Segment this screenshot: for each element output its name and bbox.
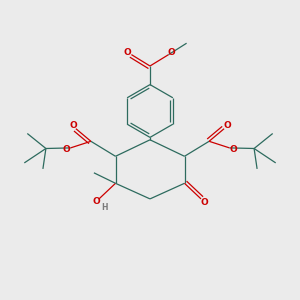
Text: O: O (200, 198, 208, 207)
Text: O: O (63, 145, 70, 154)
Text: O: O (124, 48, 131, 57)
Text: O: O (69, 121, 77, 130)
Text: O: O (223, 121, 231, 130)
Text: O: O (230, 145, 237, 154)
Text: O: O (168, 48, 176, 57)
Text: H: H (102, 202, 108, 211)
Text: O: O (93, 197, 101, 206)
